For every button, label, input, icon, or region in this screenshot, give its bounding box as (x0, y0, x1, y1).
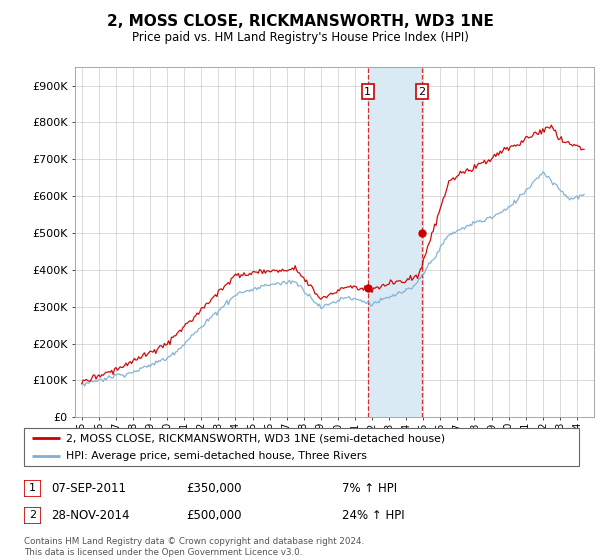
Bar (368, 67, 422, 417)
FancyBboxPatch shape (24, 507, 41, 524)
Text: Contains HM Land Registry data © Crown copyright and database right 2024.
This d: Contains HM Land Registry data © Crown c… (24, 537, 364, 557)
Text: £350,000: £350,000 (186, 482, 241, 495)
Text: Price paid vs. HM Land Registry's House Price Index (HPI): Price paid vs. HM Land Registry's House … (131, 31, 469, 44)
FancyBboxPatch shape (24, 428, 579, 466)
Text: 07-SEP-2011: 07-SEP-2011 (51, 482, 126, 495)
Text: 2: 2 (29, 510, 36, 520)
Text: HPI: Average price, semi-detached house, Three Rivers: HPI: Average price, semi-detached house,… (65, 451, 367, 461)
Text: 1: 1 (29, 483, 36, 493)
Text: 28-NOV-2014: 28-NOV-2014 (51, 508, 130, 522)
Text: 7% ↑ HPI: 7% ↑ HPI (342, 482, 397, 495)
FancyBboxPatch shape (24, 480, 41, 497)
Text: £500,000: £500,000 (186, 508, 241, 522)
Text: 1: 1 (364, 87, 371, 97)
Text: 24% ↑ HPI: 24% ↑ HPI (342, 508, 404, 522)
Text: 2, MOSS CLOSE, RICKMANSWORTH, WD3 1NE (semi-detached house): 2, MOSS CLOSE, RICKMANSWORTH, WD3 1NE (s… (65, 433, 445, 443)
Text: 2, MOSS CLOSE, RICKMANSWORTH, WD3 1NE: 2, MOSS CLOSE, RICKMANSWORTH, WD3 1NE (107, 14, 493, 29)
Text: 2: 2 (418, 87, 425, 97)
